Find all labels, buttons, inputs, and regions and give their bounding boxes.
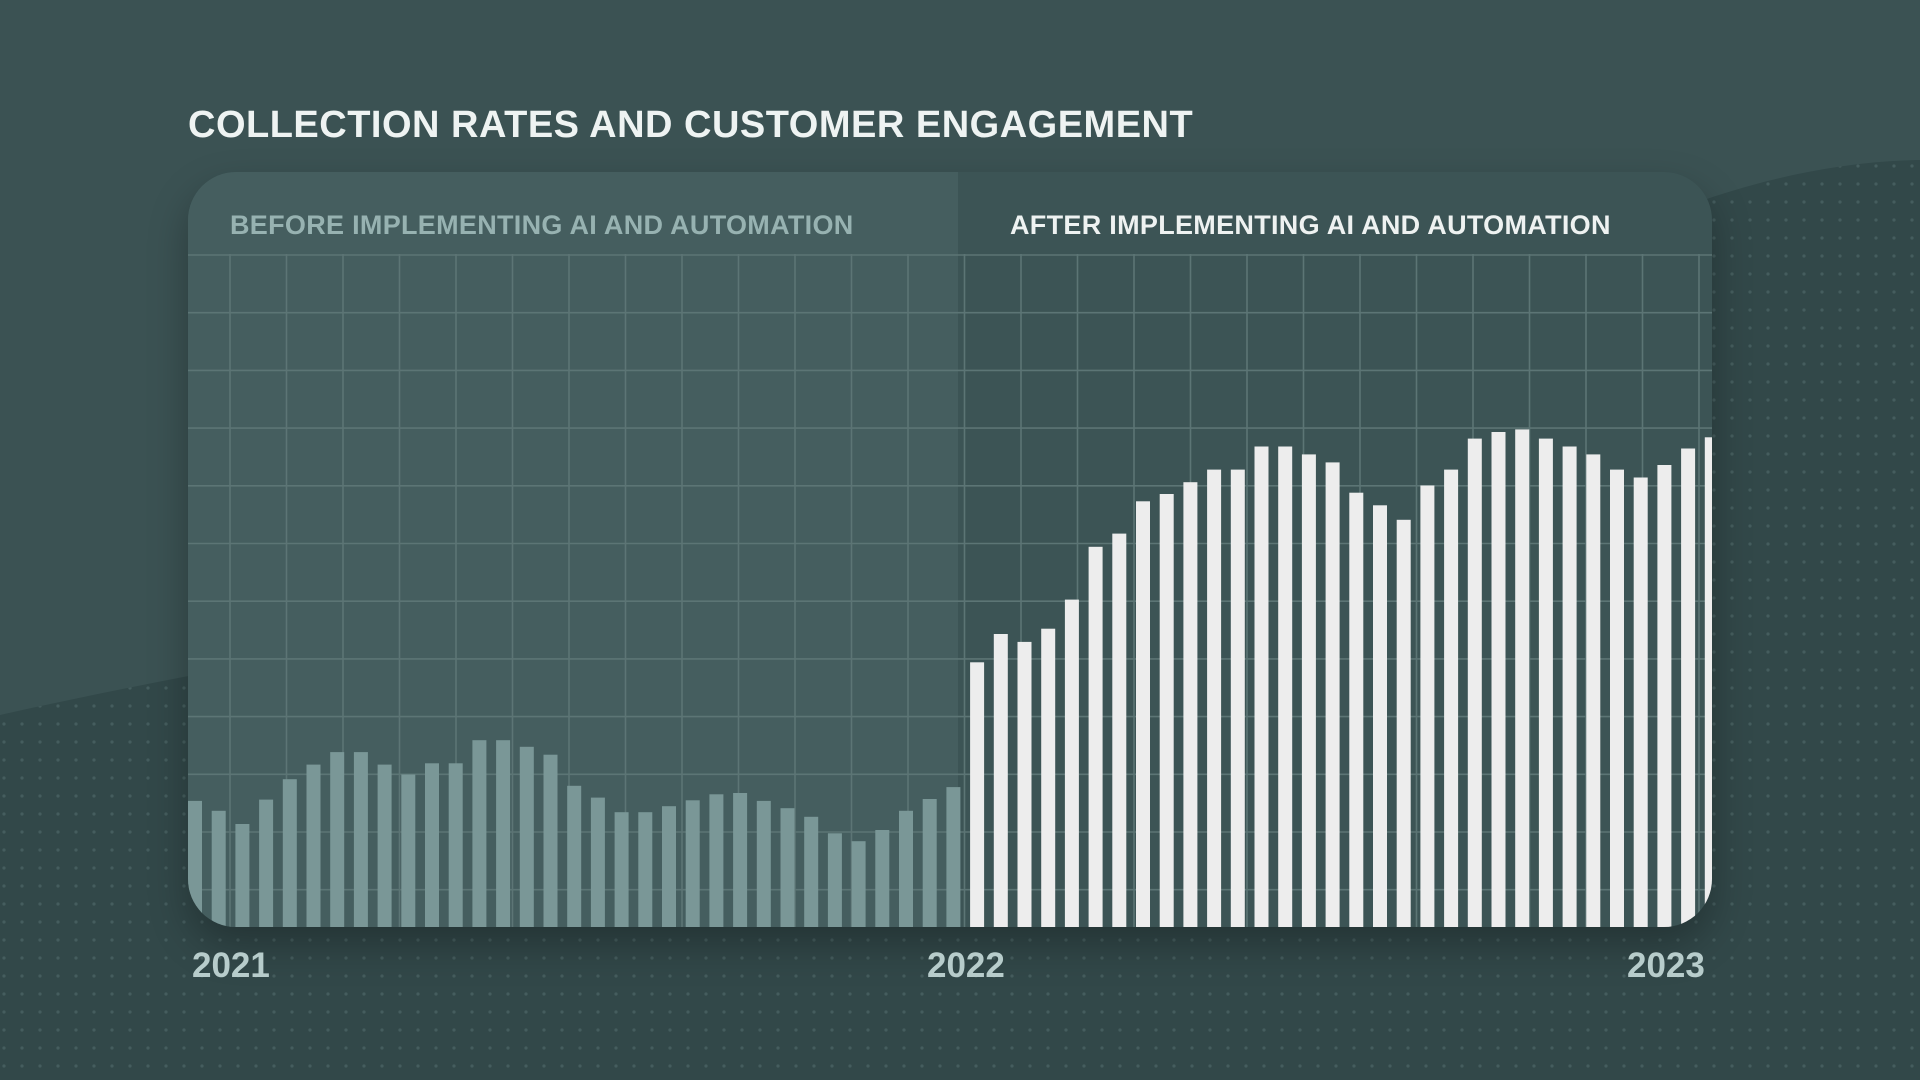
bar-after bbox=[1254, 446, 1269, 927]
chart-grid bbox=[188, 254, 1712, 927]
bar-after bbox=[1136, 501, 1150, 927]
bar-before bbox=[543, 754, 558, 927]
bar-before bbox=[590, 797, 605, 927]
bar-after bbox=[1017, 641, 1032, 927]
x-tick-label-2022: 2022 bbox=[927, 946, 1005, 985]
bar-after bbox=[1610, 469, 1624, 927]
bar-chart bbox=[188, 172, 1712, 927]
bar-after bbox=[1562, 446, 1577, 927]
bar-before bbox=[448, 763, 463, 927]
chart-panel: BEFORE IMPLEMENTING AI AND AUTOMATION AF… bbox=[188, 172, 1712, 927]
bar-after bbox=[1373, 505, 1387, 927]
bar-after bbox=[1515, 429, 1530, 927]
bar-before bbox=[614, 812, 629, 927]
bar-before bbox=[662, 806, 676, 927]
bar-before bbox=[353, 752, 368, 927]
bar-before bbox=[211, 810, 226, 927]
bar-before bbox=[306, 764, 321, 927]
bar-after bbox=[1586, 454, 1601, 927]
bar-before bbox=[472, 740, 487, 927]
bar-after bbox=[1064, 599, 1079, 927]
bar-after bbox=[1325, 462, 1340, 927]
bar-before bbox=[377, 764, 392, 927]
bar-before bbox=[899, 810, 913, 927]
bar-before bbox=[946, 787, 961, 927]
bar-after bbox=[993, 634, 1008, 927]
bar-after bbox=[1491, 432, 1506, 927]
bar-before bbox=[804, 816, 819, 927]
bar-after bbox=[1657, 465, 1672, 927]
bar-after bbox=[1041, 628, 1056, 927]
bar-after bbox=[1207, 469, 1222, 927]
bar-after bbox=[1088, 546, 1103, 927]
chart-title: COLLECTION RATES AND CUSTOMER ENGAGEMENT bbox=[188, 104, 1194, 146]
bar-before bbox=[188, 800, 202, 927]
bar-before bbox=[756, 800, 771, 927]
bar-before bbox=[685, 800, 700, 927]
bar-after bbox=[1230, 469, 1245, 927]
bar-before bbox=[567, 785, 582, 927]
bar-before bbox=[780, 808, 795, 927]
bar-before bbox=[259, 799, 274, 927]
bar-series-group bbox=[188, 429, 1712, 927]
bar-before bbox=[851, 841, 866, 927]
bar-after bbox=[1396, 519, 1411, 927]
bar-after bbox=[1183, 482, 1198, 927]
bar-after bbox=[1278, 446, 1293, 927]
bar-before bbox=[282, 779, 297, 927]
bar-after bbox=[1633, 477, 1648, 927]
bar-after bbox=[1681, 448, 1696, 927]
bar-after bbox=[1538, 438, 1553, 927]
before-section-label: BEFORE IMPLEMENTING AI AND AUTOMATION bbox=[230, 210, 854, 240]
bar-before bbox=[709, 794, 724, 927]
x-tick-label-2021: 2021 bbox=[192, 946, 270, 985]
bar-before bbox=[733, 793, 748, 927]
bar-before bbox=[519, 746, 534, 927]
bar-before bbox=[235, 824, 250, 927]
bar-after bbox=[1704, 437, 1712, 927]
bar-after bbox=[970, 662, 985, 927]
bar-after bbox=[1444, 469, 1459, 927]
bar-after bbox=[1301, 454, 1316, 927]
bar-after bbox=[1159, 494, 1174, 927]
bar-after bbox=[1349, 492, 1364, 927]
bar-before bbox=[875, 830, 890, 927]
after-section-label: AFTER IMPLEMENTING AI AND AUTOMATION bbox=[1010, 210, 1611, 240]
x-tick-label-2023: 2023 bbox=[1627, 946, 1705, 985]
bar-after bbox=[1467, 438, 1482, 927]
bar-after bbox=[1112, 533, 1127, 927]
bar-before bbox=[330, 752, 345, 927]
bar-before bbox=[638, 812, 653, 927]
bar-before bbox=[922, 799, 937, 927]
bar-after bbox=[1420, 485, 1435, 927]
bar-before bbox=[425, 763, 439, 927]
bar-before bbox=[496, 740, 511, 927]
bar-before bbox=[827, 833, 842, 927]
bar-before bbox=[401, 774, 416, 927]
